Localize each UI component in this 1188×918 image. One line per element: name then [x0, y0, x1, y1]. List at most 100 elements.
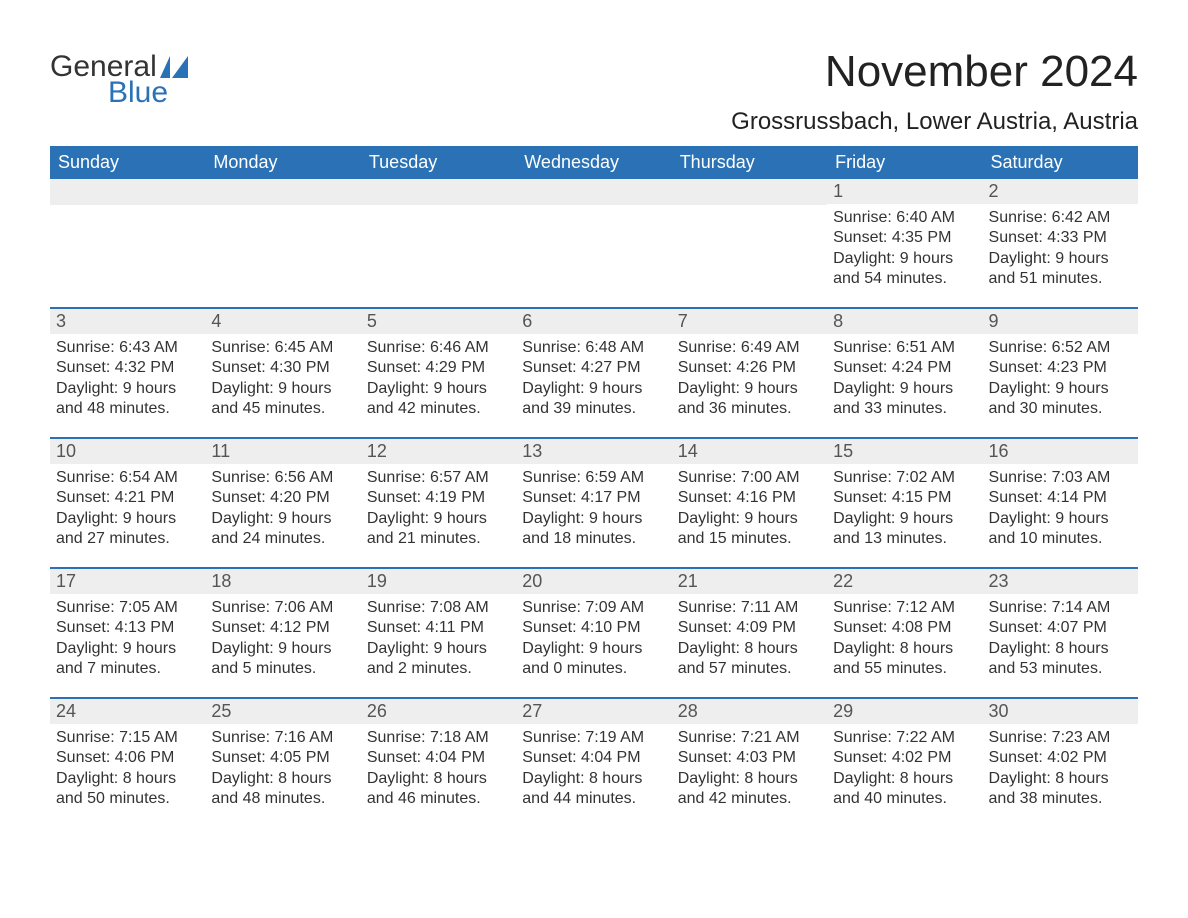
- daylight-line: Daylight: 9 hours and 18 minutes.: [522, 509, 665, 550]
- daylight-line: Daylight: 9 hours and 7 minutes.: [56, 639, 199, 680]
- sunrise-line: Sunrise: 6:45 AM: [211, 338, 354, 358]
- day-cell: 28Sunrise: 7:21 AMSunset: 4:03 PMDayligh…: [672, 699, 827, 827]
- day-cell: 7Sunrise: 6:49 AMSunset: 4:26 PMDaylight…: [672, 309, 827, 437]
- sunset-line: Sunset: 4:04 PM: [367, 748, 510, 768]
- empty-day-bar: [672, 179, 827, 205]
- sunset-line: Sunset: 4:02 PM: [989, 748, 1132, 768]
- daylight-line: Daylight: 8 hours and 46 minutes.: [367, 769, 510, 810]
- sunset-line: Sunset: 4:06 PM: [56, 748, 199, 768]
- day-details: Sunrise: 6:54 AMSunset: 4:21 PMDaylight:…: [50, 464, 205, 556]
- daylight-line: Daylight: 9 hours and 13 minutes.: [833, 509, 976, 550]
- weekday-header-cell: Friday: [827, 146, 982, 179]
- sunrise-line: Sunrise: 6:56 AM: [211, 468, 354, 488]
- sunset-line: Sunset: 4:12 PM: [211, 618, 354, 638]
- daylight-line: Daylight: 9 hours and 10 minutes.: [989, 509, 1132, 550]
- sunset-line: Sunset: 4:09 PM: [678, 618, 821, 638]
- week-row: 24Sunrise: 7:15 AMSunset: 4:06 PMDayligh…: [50, 697, 1138, 827]
- day-number: 17: [50, 569, 205, 594]
- empty-cell: [361, 179, 516, 307]
- day-cell: 6Sunrise: 6:48 AMSunset: 4:27 PMDaylight…: [516, 309, 671, 437]
- day-cell: 2Sunrise: 6:42 AMSunset: 4:33 PMDaylight…: [983, 179, 1138, 307]
- day-cell: 3Sunrise: 6:43 AMSunset: 4:32 PMDaylight…: [50, 309, 205, 437]
- daylight-line: Daylight: 9 hours and 21 minutes.: [367, 509, 510, 550]
- day-cell: 13Sunrise: 6:59 AMSunset: 4:17 PMDayligh…: [516, 439, 671, 567]
- day-number: 9: [983, 309, 1138, 334]
- sunrise-line: Sunrise: 7:09 AM: [522, 598, 665, 618]
- daylight-line: Daylight: 9 hours and 51 minutes.: [989, 249, 1132, 290]
- day-details: Sunrise: 7:12 AMSunset: 4:08 PMDaylight:…: [827, 594, 982, 686]
- empty-day-bar: [205, 179, 360, 205]
- sunset-line: Sunset: 4:07 PM: [989, 618, 1132, 638]
- day-number: 22: [827, 569, 982, 594]
- day-details: Sunrise: 7:22 AMSunset: 4:02 PMDaylight:…: [827, 724, 982, 816]
- sunrise-line: Sunrise: 7:14 AM: [989, 598, 1132, 618]
- day-details: Sunrise: 6:49 AMSunset: 4:26 PMDaylight:…: [672, 334, 827, 426]
- day-cell: 25Sunrise: 7:16 AMSunset: 4:05 PMDayligh…: [205, 699, 360, 827]
- day-details: Sunrise: 6:52 AMSunset: 4:23 PMDaylight:…: [983, 334, 1138, 426]
- day-number: 5: [361, 309, 516, 334]
- sunset-line: Sunset: 4:19 PM: [367, 488, 510, 508]
- sunrise-line: Sunrise: 7:23 AM: [989, 728, 1132, 748]
- daylight-line: Daylight: 9 hours and 36 minutes.: [678, 379, 821, 420]
- daylight-line: Daylight: 9 hours and 0 minutes.: [522, 639, 665, 680]
- sunset-line: Sunset: 4:27 PM: [522, 358, 665, 378]
- daylight-line: Daylight: 8 hours and 55 minutes.: [833, 639, 976, 680]
- sunset-line: Sunset: 4:16 PM: [678, 488, 821, 508]
- sunset-line: Sunset: 4:15 PM: [833, 488, 976, 508]
- brand-logo: General Blue: [50, 50, 188, 110]
- sunrise-line: Sunrise: 7:21 AM: [678, 728, 821, 748]
- day-number: 15: [827, 439, 982, 464]
- sunrise-line: Sunrise: 6:42 AM: [989, 208, 1132, 228]
- day-number: 7: [672, 309, 827, 334]
- day-details: Sunrise: 6:45 AMSunset: 4:30 PMDaylight:…: [205, 334, 360, 426]
- sunrise-line: Sunrise: 7:02 AM: [833, 468, 976, 488]
- daylight-line: Daylight: 8 hours and 42 minutes.: [678, 769, 821, 810]
- location-subtitle: Grossrussbach, Lower Austria, Austria: [731, 108, 1138, 136]
- weekday-header-cell: Sunday: [50, 146, 205, 179]
- sunrise-line: Sunrise: 6:59 AM: [522, 468, 665, 488]
- day-number: 29: [827, 699, 982, 724]
- sunrise-line: Sunrise: 6:48 AM: [522, 338, 665, 358]
- day-cell: 11Sunrise: 6:56 AMSunset: 4:20 PMDayligh…: [205, 439, 360, 567]
- day-cell: 17Sunrise: 7:05 AMSunset: 4:13 PMDayligh…: [50, 569, 205, 697]
- daylight-line: Daylight: 8 hours and 38 minutes.: [989, 769, 1132, 810]
- sunrise-line: Sunrise: 7:03 AM: [989, 468, 1132, 488]
- sunrise-line: Sunrise: 7:06 AM: [211, 598, 354, 618]
- week-row: 10Sunrise: 6:54 AMSunset: 4:21 PMDayligh…: [50, 437, 1138, 567]
- sunset-line: Sunset: 4:35 PM: [833, 228, 976, 248]
- day-cell: 4Sunrise: 6:45 AMSunset: 4:30 PMDaylight…: [205, 309, 360, 437]
- day-number: 24: [50, 699, 205, 724]
- day-number: 10: [50, 439, 205, 464]
- day-number: 6: [516, 309, 671, 334]
- title-block: November 2024 Grossrussbach, Lower Austr…: [731, 50, 1138, 136]
- sunset-line: Sunset: 4:08 PM: [833, 618, 976, 638]
- weekday-header-cell: Tuesday: [361, 146, 516, 179]
- sunrise-line: Sunrise: 6:40 AM: [833, 208, 976, 228]
- daylight-line: Daylight: 9 hours and 48 minutes.: [56, 379, 199, 420]
- day-details: Sunrise: 7:14 AMSunset: 4:07 PMDaylight:…: [983, 594, 1138, 686]
- day-number: 16: [983, 439, 1138, 464]
- sunset-line: Sunset: 4:32 PM: [56, 358, 199, 378]
- sunset-line: Sunset: 4:04 PM: [522, 748, 665, 768]
- day-number: 21: [672, 569, 827, 594]
- day-cell: 30 Sunrise: 7:23 AMSunset: 4:02 PMDayligh…: [983, 699, 1138, 827]
- day-details: Sunrise: 6:51 AMSunset: 4:24 PMDaylight:…: [827, 334, 982, 426]
- daylight-line: Daylight: 8 hours and 57 minutes.: [678, 639, 821, 680]
- sunrise-line: Sunrise: 6:49 AM: [678, 338, 821, 358]
- day-details: Sunrise: 7:18 AMSunset: 4:04 PMDaylight:…: [361, 724, 516, 816]
- day-cell: 14Sunrise: 7:00 AMSunset: 4:16 PMDayligh…: [672, 439, 827, 567]
- empty-day-bar: [50, 179, 205, 205]
- sunrise-line: Sunrise: 7:22 AM: [833, 728, 976, 748]
- daylight-line: Daylight: 8 hours and 53 minutes.: [989, 639, 1132, 680]
- sunrise-line: Sunrise: 7:12 AM: [833, 598, 976, 618]
- daylight-line: Daylight: 9 hours and 27 minutes.: [56, 509, 199, 550]
- day-details: Sunrise: 6:48 AMSunset: 4:27 PMDaylight:…: [516, 334, 671, 426]
- day-cell: 9Sunrise: 6:52 AMSunset: 4:23 PMDaylight…: [983, 309, 1138, 437]
- day-cell: 12Sunrise: 6:57 AMSunset: 4:19 PMDayligh…: [361, 439, 516, 567]
- sunrise-line: Sunrise: 7:08 AM: [367, 598, 510, 618]
- day-details: Sunrise: 7:02 AMSunset: 4:15 PMDaylight:…: [827, 464, 982, 556]
- weekday-header-cell: Saturday: [983, 146, 1138, 179]
- day-details: Sunrise: 6:46 AMSunset: 4:29 PMDaylight:…: [361, 334, 516, 426]
- sunrise-line: Sunrise: 6:43 AM: [56, 338, 199, 358]
- day-number: 30: [983, 699, 1138, 724]
